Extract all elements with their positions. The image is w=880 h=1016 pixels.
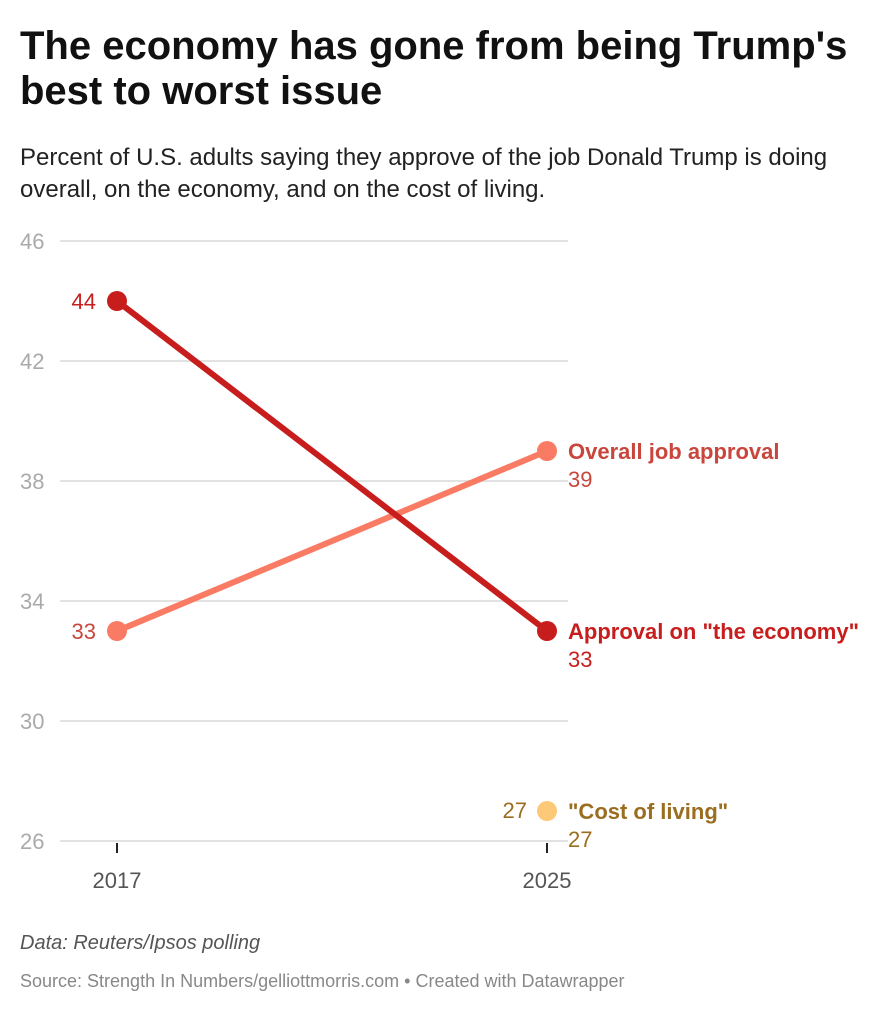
series-line: [114, 448, 550, 634]
data-label: 27: [503, 798, 527, 823]
series-label: "Cost of living": [568, 799, 728, 824]
y-tick-label: 38: [20, 469, 44, 494]
data-point: [107, 621, 127, 641]
data-label: 44: [72, 289, 96, 314]
data-label: 33: [72, 619, 96, 644]
series-label: Approval on "the economy": [568, 619, 859, 644]
y-tick-label: 42: [20, 349, 44, 374]
source-credit: Source: Strength In Numbers/gelliottmorr…: [20, 971, 625, 991]
data-note: Data: Reuters/Ipsos polling: [20, 932, 261, 954]
x-tick-label: 2017: [93, 868, 142, 893]
data-point: [537, 441, 557, 461]
data-label: 27: [568, 827, 592, 852]
data-point: [537, 621, 557, 641]
y-tick-label: 26: [20, 829, 44, 854]
data-label: 33: [568, 647, 592, 672]
y-tick-label: 46: [20, 229, 44, 254]
chart-title: The economy has gone from being Trump's …: [20, 24, 848, 113]
data-point: [537, 801, 557, 821]
chart-subtitle: Percent of U.S. adults saying they appro…: [20, 144, 828, 203]
y-tick-label: 34: [20, 589, 44, 614]
data-label: 39: [568, 467, 592, 492]
x-tick-label: 2025: [523, 868, 572, 893]
data-point: [107, 291, 127, 311]
series-line: [114, 298, 550, 634]
series-label: Overall job approval: [568, 439, 780, 464]
y-tick-label: 30: [20, 709, 44, 734]
